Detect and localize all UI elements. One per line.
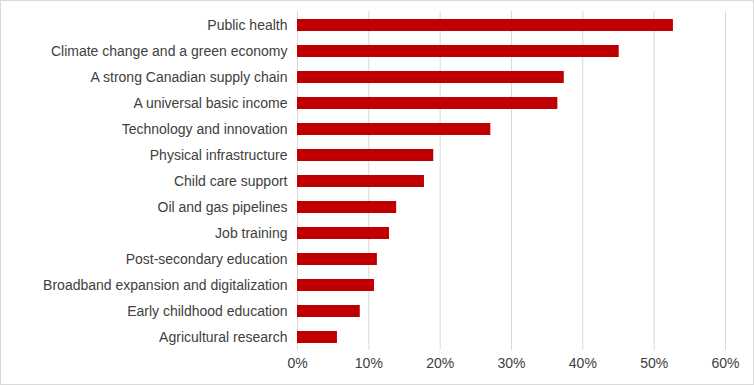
svg-text:20%: 20% <box>426 355 454 371</box>
svg-text:A strong Canadian supply chain: A strong Canadian supply chain <box>91 69 288 85</box>
svg-text:Technology and innovation: Technology and innovation <box>122 121 288 137</box>
svg-text:40%: 40% <box>569 355 597 371</box>
svg-text:Child care support: Child care support <box>174 173 288 189</box>
svg-text:Climate change and a green eco: Climate change and a green economy <box>51 43 288 59</box>
svg-text:60%: 60% <box>711 355 739 371</box>
svg-text:Post-secondary education: Post-secondary education <box>126 251 288 267</box>
svg-text:A universal basic income: A universal basic income <box>133 95 287 111</box>
svg-text:Agricultural research: Agricultural research <box>159 329 287 345</box>
svg-text:Job training: Job training <box>215 225 287 241</box>
svg-text:0%: 0% <box>287 355 307 371</box>
svg-text:30%: 30% <box>497 355 525 371</box>
svg-text:Oil and gas pipelines: Oil and gas pipelines <box>158 199 288 215</box>
svg-text:50%: 50% <box>640 355 668 371</box>
svg-text:10%: 10% <box>355 355 383 371</box>
svg-text:Broadband expansion and digita: Broadband expansion and digitalization <box>43 277 287 293</box>
svg-text:Early childhood education: Early childhood education <box>127 303 287 319</box>
svg-text:Public health: Public health <box>207 17 287 33</box>
svg-text:Physical infrastructure: Physical infrastructure <box>150 147 288 163</box>
